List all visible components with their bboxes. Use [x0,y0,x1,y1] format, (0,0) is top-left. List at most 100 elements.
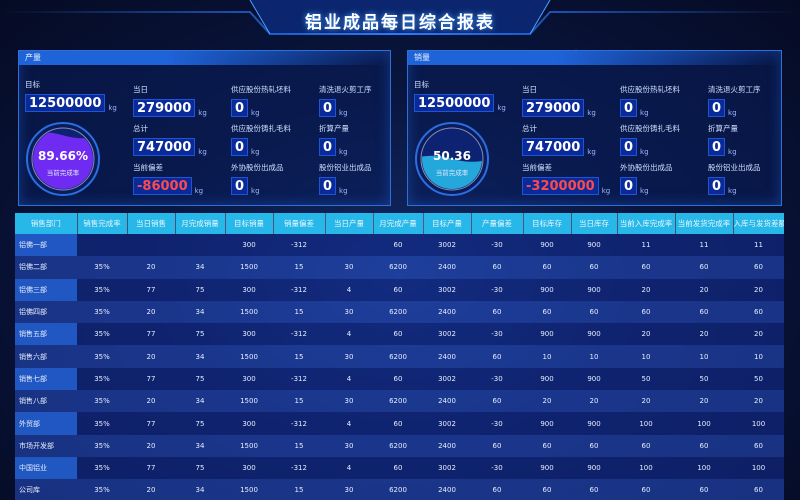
table-cell: 60 [373,323,423,346]
column-header[interactable]: 入库与发货差额 [733,213,784,234]
table-row[interactable]: 销售七部 35% 77 75 300 -312 4 60 3002 -30 900 900 50 50 50 [15,367,784,391]
production-target-unit: kg [108,104,117,112]
column-header[interactable]: 当前入库完成率 [617,213,676,234]
table-cell: 75 [175,367,225,391]
column-header[interactable]: 销售部门 [15,213,78,234]
table-cell: 6200 [373,390,423,413]
table-cell: 3002 [423,278,471,301]
table-row[interactable]: 铝佛二部 35% 20 34 1500 15 30 6200 2400 60 60 60 60 60 60 [15,256,784,279]
table-cell: 60 [617,300,675,324]
table-cell: 900 [571,323,617,346]
production-col4-0: 清洗退火剪工序 0 kg [319,84,372,117]
table-row[interactable]: 公司库 35% 20 34 1500 15 30 6200 2400 60 60 60 60 60 60 [15,479,784,500]
table-cell: 900 [523,456,571,480]
table-cell: 77 [127,278,175,301]
table-cell: 100 [617,412,675,435]
table-cell: 10 [733,345,784,368]
sales-col3-2: 外协股份出成品 0 kg [620,162,673,195]
table-header-row: 销售部门 销售完成率 当日销售 月完成销量 目标销量 销量偏差 当日产量 月完成产量 目标产量产… [15,213,784,234]
table-cell: 77 [127,412,175,435]
table-cell: 60 [373,278,423,301]
table-cell: 4 [325,323,373,346]
table-cell: 15 [273,256,325,279]
table-cell: 30 [325,300,373,324]
table-cell: -312 [273,456,325,480]
report-table-container[interactable]: 销售部门 销售完成率 当日销售 月完成销量 目标销量 销量偏差 当日产量 月完成产量 目标产量产… [15,213,784,500]
production-col3-0: 供应股份热轧坯料 0 kg [231,84,291,117]
table-cell: 15 [273,345,325,368]
table-cell: 10 [675,345,733,368]
sales-col3-0-value: 0 [620,99,638,117]
row-label-cell: 铝佛一部 [15,234,77,257]
table-row[interactable]: 中国铝业 35% 77 75 300 -312 4 60 3002 -30 900 900 100 100… [15,456,784,480]
column-header[interactable]: 当前发货完成率 [675,213,734,234]
table-cell: 60 [523,300,571,324]
column-header[interactable]: 当日销售 [127,213,176,234]
table-row[interactable]: 铝佛三部 35% 77 75 300 -312 4 60 3002 -30 900 900 20 20 20 [15,278,784,301]
table-cell: 35% [77,256,127,279]
column-header[interactable]: 当日产量 [325,213,374,234]
column-header[interactable]: 目标库存 [523,213,572,234]
row-label-cell: 铝佛三部 [15,278,77,301]
row-label-cell: 销售七部 [15,367,77,391]
table-row[interactable]: 销售八部 35% 20 34 1500 15 30 6200 2400 60 20 20 20 20 20 [15,390,784,413]
column-header[interactable]: 月完成销量 [175,213,226,234]
table-cell: 100 [733,412,784,435]
sales-col4-2-value: 0 [708,177,726,195]
column-header[interactable]: 当日库存 [571,213,618,234]
column-header[interactable]: 月完成产量 [373,213,424,234]
table-cell: 75 [175,456,225,480]
sales-today-value: 279000 [522,99,585,117]
production-target-label: 目标 [25,80,40,89]
table-cell: 30 [325,345,373,368]
sales-col4-0-unit: kg [728,109,737,117]
production-today-label: 当日 [133,85,148,94]
column-header[interactable]: 目标销量 [225,213,274,234]
production-col3-1-label: 供应股份铸扎毛料 [231,124,291,133]
column-header[interactable]: 销售完成率 [77,213,128,234]
production-col4-1-value: 0 [319,138,337,156]
sales-total-label: 总计 [522,124,537,133]
table-cell: 1500 [225,390,273,413]
table-cell: 34 [175,434,225,457]
table-cell: 35% [77,390,127,413]
table-cell: 34 [175,479,225,500]
sales-col4-0: 清洗退火剪工序 0 kg [708,84,761,117]
sales-col3-0-unit: kg [640,109,649,117]
table-cell: 60 [733,300,784,324]
sales-today-label: 当日 [522,85,537,94]
table-cell: 20 [127,256,175,279]
production-col4-2: 股份铝业出成品 0 kg [319,162,372,195]
column-header[interactable]: 销量偏差 [273,213,326,234]
table-cell: 30 [325,479,373,500]
production-total-value: 747000 [133,138,196,156]
column-header[interactable]: 目标产量 [423,213,472,234]
table-cell: 6200 [373,434,423,457]
table-row[interactable]: 市场开发部 35% 20 34 1500 15 30 6200 2400 60 60 60 60 60 60 [15,434,784,457]
table-cell: 60 [523,256,571,279]
sales-target-unit: kg [497,104,506,112]
table-cell: 900 [523,278,571,301]
row-label-cell: 销售六部 [15,345,77,368]
column-header[interactable]: 产量偏差 [471,213,524,234]
table-cell: 75 [175,323,225,346]
table-row[interactable]: 外贸部 35% 77 75 300 -312 4 60 3002 -30 900 900 100 100 1… [15,412,784,435]
table-cell: 20 [733,278,784,301]
table-cell: -30 [471,412,523,435]
table-cell: 50 [733,367,784,391]
sales-col3-0: 供应股份热轧坯料 0 kg [620,84,680,117]
sales-today: 当日 279000 kg [522,84,596,117]
table-cell: 35% [77,367,127,391]
table-row[interactable]: 铝佛四部 35% 20 34 1500 15 30 6200 2400 60 60 60 60 60 60 [15,300,784,324]
production-total-label: 总计 [133,124,148,133]
table-row[interactable]: 销售五部 35% 77 75 300 -312 4 60 3002 -30 900 900 20 20 20 [15,323,784,346]
sales-gauge-value: 50.36 [433,149,471,163]
table-cell: 6200 [373,479,423,500]
table-cell: 20 [127,300,175,324]
table-cell: 60 [733,256,784,279]
table-row[interactable]: 销售六部 35% 20 34 1500 15 30 6200 2400 60 10 10 10 10 10 [15,345,784,368]
table-row[interactable]: 铝佛一部 300 -312 60 3002 -30 900 900 11 11 11 [15,234,784,257]
table-cell: 300 [225,367,273,391]
production-col3-1-value: 0 [231,138,249,156]
table-cell: 60 [373,412,423,435]
